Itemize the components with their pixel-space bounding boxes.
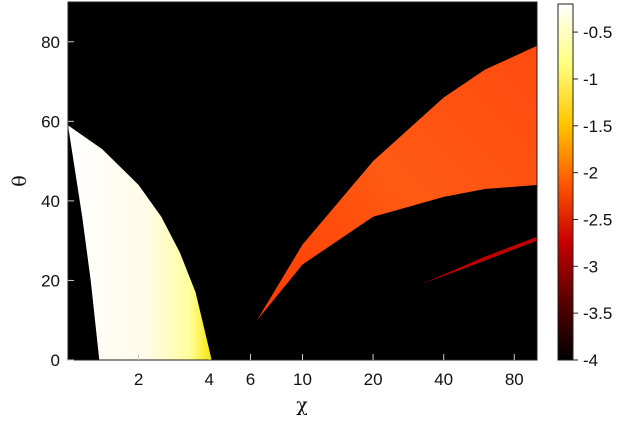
y-tick-label: 60 — [41, 112, 60, 131]
x-tick-label: 80 — [505, 370, 524, 389]
colorbar-tick-label: -2.5 — [583, 210, 612, 229]
colorbar-tick-label: -1.5 — [583, 117, 612, 136]
x-axis-label: χ — [296, 394, 308, 416]
colorbar-ticks: -0.5 -1 -1.5 -2 -2.5 -3 -3.5 -4 — [573, 23, 612, 370]
y-axis-ticks: 0 20 40 60 80 — [41, 33, 74, 370]
heatmap-region-2 — [257, 45, 537, 321]
colorbar-tick-label: -3.5 — [583, 304, 612, 323]
y-tick-label: 80 — [41, 33, 60, 52]
x-axis-ticks: 2 4 6 10 20 40 80 — [134, 354, 524, 389]
heatmap-region-1 — [68, 125, 212, 360]
colorbar-tick-label: -4 — [583, 351, 598, 370]
colorbar-tick-label: -3 — [583, 257, 598, 276]
x-tick-label: 10 — [293, 370, 312, 389]
heatmap-region-3 — [421, 236, 537, 285]
x-tick-label: 6 — [246, 370, 255, 389]
colorbar — [557, 3, 574, 361]
colorbar-tick-label: -2 — [583, 164, 598, 183]
x-tick-label: 2 — [134, 370, 143, 389]
x-tick-label: 40 — [434, 370, 453, 389]
colorbar-tick-label: -0.5 — [583, 23, 612, 42]
y-tick-label: 0 — [51, 351, 60, 370]
y-axis-label: θ — [9, 175, 31, 186]
y-tick-label: 40 — [41, 192, 60, 211]
x-tick-label: 4 — [204, 370, 213, 389]
heatmap-regions — [68, 45, 537, 360]
colorbar-tick-label: -1 — [583, 70, 598, 89]
x-tick-label: 20 — [364, 370, 383, 389]
y-tick-label: 20 — [41, 271, 60, 290]
